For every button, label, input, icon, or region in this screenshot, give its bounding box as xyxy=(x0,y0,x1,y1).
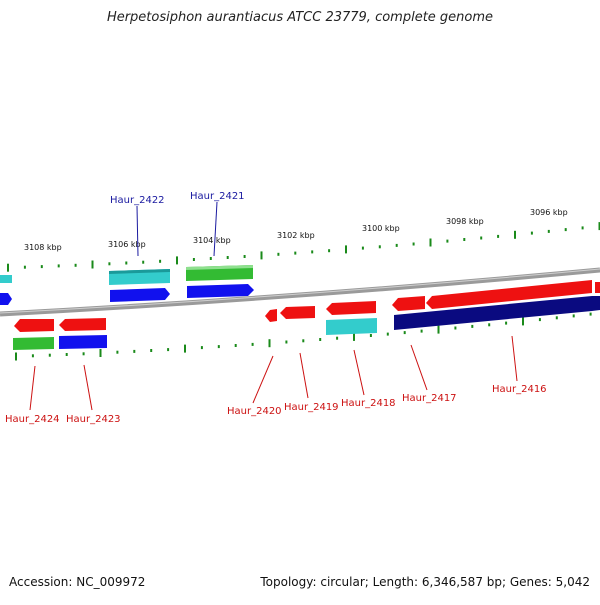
scale-label: 3102 kbp xyxy=(277,231,315,240)
gene-label-haur-2419[interactable]: Haur_2419 xyxy=(284,402,339,413)
gene-feature[interactable] xyxy=(186,265,253,270)
scale-label: 3096 kbp xyxy=(530,208,568,217)
leader-line xyxy=(136,205,139,257)
leader-line xyxy=(83,364,93,411)
genome-backbone-highlight xyxy=(0,268,600,314)
gene-feature[interactable] xyxy=(13,337,54,350)
gene-feature[interactable] xyxy=(326,318,377,335)
scale-label: 3100 kbp xyxy=(362,224,400,233)
scale-label: 3098 kbp xyxy=(446,217,484,226)
gene-feature[interactable] xyxy=(426,280,592,309)
gene-label-haur-2420[interactable]: Haur_2420 xyxy=(227,406,282,417)
gene-feature[interactable] xyxy=(0,293,12,305)
gene-feature[interactable] xyxy=(59,318,106,331)
gene-feature[interactable] xyxy=(14,319,54,332)
gene-label-haur-2416[interactable]: Haur_2416 xyxy=(492,384,547,395)
gene-feature[interactable] xyxy=(394,296,600,330)
scale-label: 3104 kbp xyxy=(193,236,231,245)
gene-label-haur-2424[interactable]: Haur_2424 xyxy=(5,414,60,425)
gene-features-inner xyxy=(13,280,600,350)
scale-ticks-inner xyxy=(15,312,592,361)
gene-feature[interactable] xyxy=(109,269,170,274)
gene-label-haur-2418[interactable]: Haur_2418 xyxy=(341,398,396,409)
gene-feature[interactable] xyxy=(392,296,425,311)
gene-feature[interactable] xyxy=(280,306,315,319)
gene-label-haur-2421[interactable]: Haur_2421 xyxy=(190,191,245,202)
gene-features-outer xyxy=(0,265,254,305)
leader-line xyxy=(252,355,274,404)
leader-line xyxy=(299,352,309,399)
accession-text: Accession: NC_009972 xyxy=(9,575,146,589)
gene-feature[interactable] xyxy=(59,335,107,349)
leader-line xyxy=(353,349,365,396)
gene-label-haur-2422[interactable]: Haur_2422 xyxy=(110,195,165,206)
gene-labels: Haur_2422 Haur_2421 Haur_2424 Haur_2423 … xyxy=(5,191,547,425)
gene-feature[interactable] xyxy=(110,288,170,302)
scale-ticks-outer xyxy=(7,222,600,272)
gene-feature[interactable] xyxy=(595,282,600,293)
leader-line xyxy=(29,365,36,411)
page-title: Herpetosiphon aurantiacus ATCC 23779, co… xyxy=(106,10,494,25)
scale-label: 3108 kbp xyxy=(24,243,62,252)
genome-backbone xyxy=(0,267,600,317)
genome-summary: Topology: circular; Length: 6,346,587 bp… xyxy=(260,575,590,589)
gene-label-haur-2423[interactable]: Haur_2423 xyxy=(66,414,121,425)
scale-label: 3106 kbp xyxy=(108,240,146,249)
label-leaders xyxy=(29,201,518,411)
leader-line xyxy=(511,335,518,382)
leader-line xyxy=(213,201,218,257)
gene-feature[interactable] xyxy=(265,309,277,322)
gene-feature[interactable] xyxy=(187,284,254,298)
gene-label-haur-2417[interactable]: Haur_2417 xyxy=(402,393,457,404)
leader-line xyxy=(410,344,428,391)
gene-feature[interactable] xyxy=(326,301,376,315)
gene-feature[interactable] xyxy=(0,275,12,283)
